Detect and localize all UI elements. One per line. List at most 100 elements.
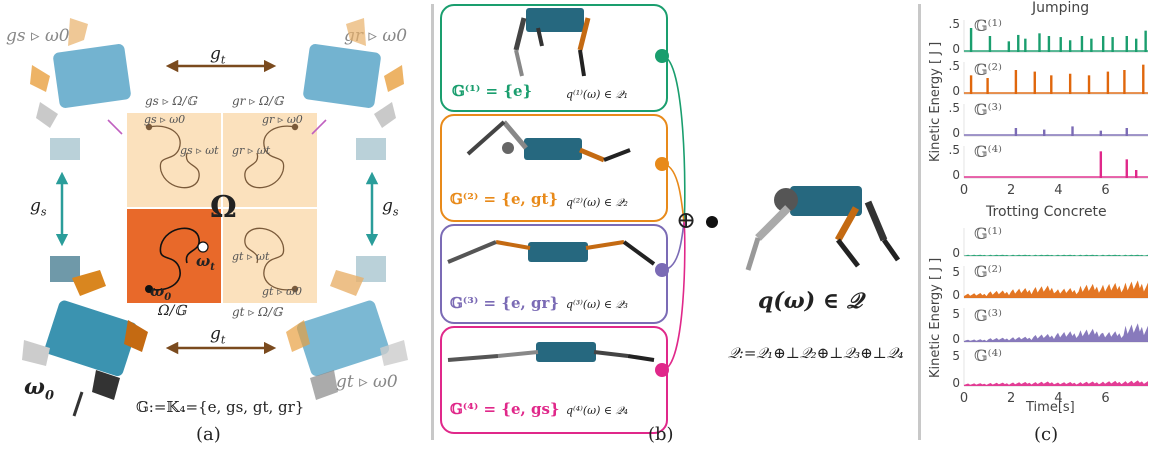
robot-result	[745, 186, 901, 271]
x-tick-t-2: 2	[1007, 391, 1015, 406]
spike-j2-6	[1087, 75, 1091, 94]
robot-box-1	[513, 8, 591, 77]
x-axis-label: Time[s]	[1026, 400, 1075, 415]
box-label-2: 𝔾⁽²⁾ = {e, gt}	[450, 190, 559, 208]
x-tick-j-4: 4	[1054, 183, 1062, 198]
caption-c: (c)	[1034, 424, 1059, 445]
x-tick-t-0: 0	[960, 391, 968, 406]
omega0-big-subscript: 0	[44, 388, 54, 404]
robot-box-4	[447, 342, 655, 362]
quotient-label: Ω/𝔾	[158, 303, 187, 319]
robot-top-left	[30, 18, 131, 160]
group-label-t3: 𝔾⁽³⁾	[974, 306, 1002, 325]
mini-label-br-b: gt ▹ ω0	[262, 285, 302, 298]
group-label-t2: 𝔾⁽²⁾	[974, 262, 1002, 281]
group-label-t4: 𝔾⁽⁴⁾	[974, 346, 1002, 365]
robot-box-3	[447, 240, 656, 266]
spike-j1-1	[988, 36, 992, 52]
y-tick-t4-zero: 0	[952, 376, 960, 390]
noise-j3	[964, 134, 1148, 136]
omega0-big-label: ω0	[24, 374, 54, 403]
y-tick-j3-top: .5	[949, 101, 960, 115]
separator-2	[918, 4, 921, 440]
spike-j1-3	[1017, 34, 1020, 52]
area-t1	[964, 254, 1148, 256]
group-label-j4: 𝔾⁽⁴⁾	[974, 142, 1002, 161]
gt-top-subscript: t	[220, 53, 226, 67]
spike-j1-4	[1024, 38, 1027, 52]
plot-title-trotting: Trotting Concrete	[986, 204, 1107, 220]
mini-label-tr-b: gr ▹ ωt	[232, 144, 271, 157]
spike-j1-5	[1038, 33, 1041, 52]
spike-j4-0	[1099, 151, 1103, 178]
x-tick-j-6: 6	[1101, 183, 1109, 198]
spike-j1-15	[1144, 30, 1147, 52]
y-tick-t1-zero: 0	[952, 246, 960, 260]
group-definition: 𝔾:=𝕂₄={e, gs, gt, gr}	[136, 398, 304, 416]
x-tick-t-4: 4	[1054, 391, 1062, 406]
box-q-2: q⁽²⁾(ω) ∈ 𝒬₂	[566, 196, 628, 209]
y-tick-j4-top: .5	[949, 143, 960, 157]
spike-j1-14	[1135, 38, 1138, 52]
corner-label-br: gt ▹ ω0	[336, 372, 398, 392]
spike-j1-12	[1111, 37, 1114, 52]
gs-label-left: gs	[30, 196, 47, 218]
spike-j1-9	[1080, 36, 1084, 52]
mini-label-tl-a: gs ▹ ω0	[144, 113, 186, 126]
group-label-j3: 𝔾⁽³⁾	[974, 100, 1002, 119]
box-q-3: q⁽³⁾(ω) ∈ 𝒬₃	[566, 298, 628, 311]
spike-j2-2	[1014, 70, 1018, 94]
spike-j2-1	[986, 78, 989, 94]
gt-bottom-subscript: t	[220, 333, 226, 347]
robot-bottom-left	[22, 256, 148, 417]
spike-j2-5	[1068, 73, 1072, 94]
spike-j1-7	[1059, 37, 1062, 52]
oplus-symbol: ⊕	[676, 206, 697, 234]
noise-j4	[964, 176, 1148, 178]
x-tick-j-0: 0	[960, 183, 968, 198]
caption-b: (b)	[648, 424, 674, 445]
spike-j1-6	[1047, 36, 1051, 52]
y-tick-t3-five: 5	[952, 307, 960, 321]
omega0-big-symbol: ω	[24, 374, 45, 400]
omega-symbol: Ω	[210, 190, 237, 225]
gs-label-right: gs	[382, 196, 399, 218]
y-tick-j4-zero: 0	[952, 168, 960, 182]
spike-j3-2	[1071, 126, 1074, 136]
spike-j2-4	[1050, 75, 1053, 94]
omega-t-subscript: t	[210, 262, 215, 273]
omega-t-label: ωt	[196, 252, 215, 273]
group-label-t1: 𝔾⁽¹⁾	[974, 224, 1002, 243]
corner-label-tl: gs ▹ ω0	[6, 26, 70, 46]
spike-j1-2	[1007, 41, 1011, 52]
subspace-box-1	[440, 4, 668, 112]
panel-b: 𝔾⁽¹⁾ = {e} q⁽¹⁾(ω) ∈ 𝒬₁ 𝔾⁽²⁾ = {e, gt} q…	[436, 0, 916, 452]
omega-0-label: ω0	[150, 282, 171, 303]
group-label-j2: 𝔾⁽²⁾	[974, 60, 1002, 79]
x-tick-t-6: 6	[1101, 391, 1109, 406]
spike-j1-8	[1068, 40, 1072, 52]
gt-label-bottom: gt	[210, 324, 225, 346]
robot-bottom-right	[286, 256, 408, 400]
omega-0-symbol: ω	[150, 282, 165, 300]
y-tick-t2-zero: 0	[952, 288, 960, 302]
noise-j2	[964, 92, 1148, 94]
result-label: q(ω) ∈ 𝒬	[758, 288, 863, 314]
quad-label-tl: gs ▹ Ω/𝔾	[145, 94, 197, 108]
quad-label-br: gt ▹ Ω/𝔾	[232, 305, 283, 319]
gt-label-top: gt	[210, 44, 225, 66]
panel-c: Jumping Trotting Concrete Kinetic Energy…	[922, 0, 1156, 452]
y-tick-t3-zero: 0	[952, 332, 960, 346]
y-tick-j3-zero: 0	[952, 126, 960, 140]
spike-j2-8	[1123, 70, 1126, 94]
gs-right-subscript: s	[392, 205, 399, 219]
box-q-1: q⁽¹⁾(ω) ∈ 𝒬₁	[566, 88, 628, 101]
spike-j1-11	[1101, 36, 1105, 52]
mini-label-tr-a: gr ▹ ω0	[262, 113, 303, 126]
separator-1	[431, 4, 434, 440]
group-def-head: 𝔾:=𝕂₄={e, g	[136, 398, 236, 416]
omega-0-subscript: 0	[164, 292, 172, 303]
gs-left-subscript: s	[40, 205, 47, 219]
x-tick-j-2: 2	[1007, 183, 1015, 198]
